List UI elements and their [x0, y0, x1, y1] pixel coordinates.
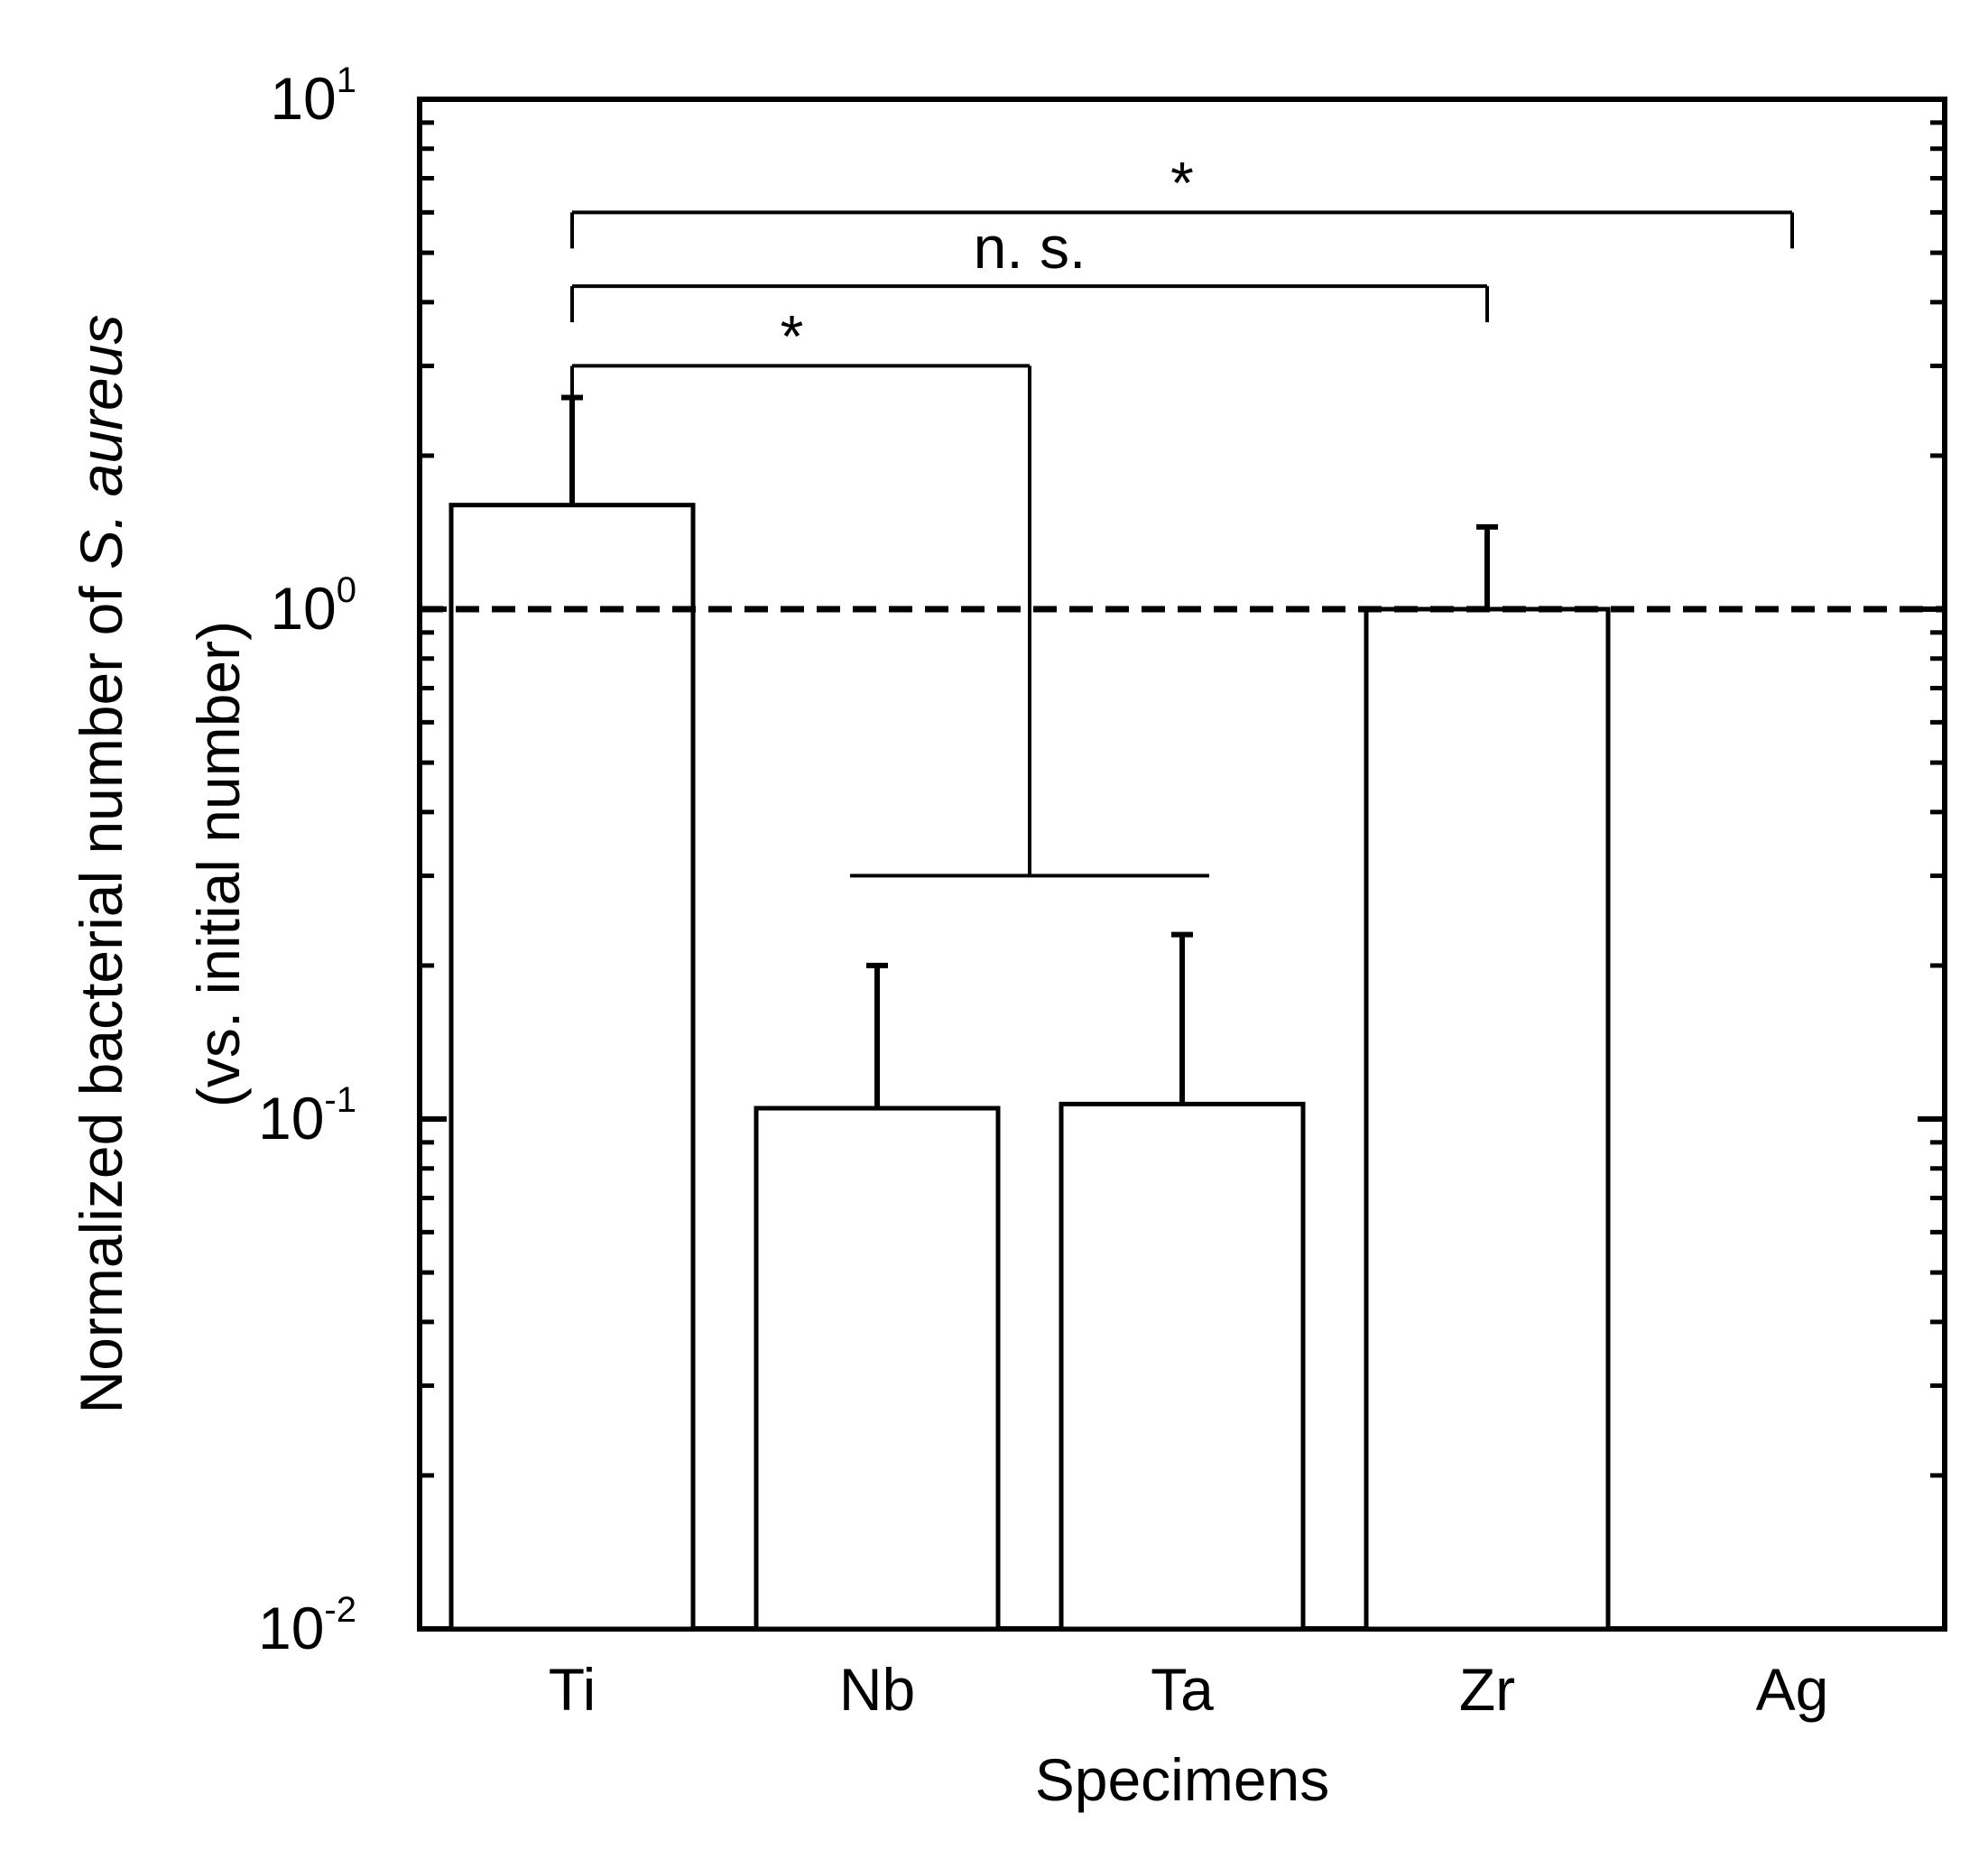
y-axis-title: Normalized bacterial number of S. aureus [68, 315, 134, 1414]
y-tick-label: 101 [270, 60, 356, 132]
significance-label: n. s. [974, 214, 1086, 281]
bar-zr [1364, 606, 1611, 1632]
x-tick-label-ag: Ag [1756, 1656, 1829, 1723]
significance-brackets: * n. s. * [570, 149, 1794, 878]
bars [448, 394, 1611, 1632]
x-axis-title: Specimens [1035, 1746, 1330, 1813]
bar-ta [1059, 1101, 1306, 1632]
bar-ti [448, 503, 696, 1632]
x-tick-label-ta: Ta [1151, 1656, 1214, 1723]
significance-label: * [1170, 149, 1194, 216]
x-tick-label-nb: Nb [839, 1656, 915, 1723]
bar-nb [754, 1105, 1001, 1632]
y-tick-label: 10-1 [258, 1080, 356, 1152]
labels: 10-2 10-1 100 101 Ti Nb Ta Zr Ag Specimens Normali… [68, 60, 1828, 1813]
y-axis-subtitle: (vs. initial number) [185, 621, 252, 1107]
x-tick-label-zr: Zr [1459, 1656, 1515, 1723]
y-tick-label: 100 [270, 570, 356, 642]
significance-label: * [781, 302, 804, 369]
y-tick-label: 10-2 [258, 1590, 356, 1661]
x-tick-label-ti: Ti [549, 1656, 596, 1723]
